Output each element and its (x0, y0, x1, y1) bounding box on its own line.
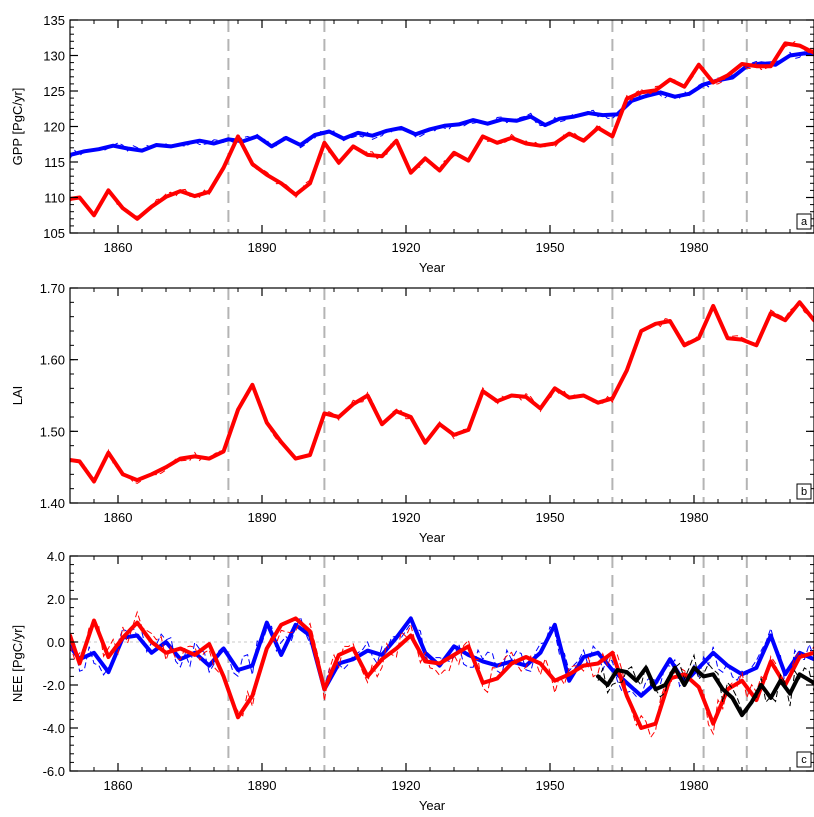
series-group (70, 40, 814, 221)
y-tick-label: 1.60 (40, 353, 65, 368)
y-tick-label: 115 (44, 155, 65, 170)
y-tick-label: 110 (44, 191, 65, 206)
y-tick-label: 1.70 (40, 281, 65, 296)
series-group (70, 300, 814, 484)
x-tick-label: 1950 (536, 778, 565, 793)
series-smoothed-line (70, 51, 814, 157)
y-tick-label: -4.0 (43, 721, 65, 736)
x-tick-label: 1890 (248, 778, 277, 793)
y-tick-label: 1.50 (40, 424, 65, 439)
panel-tag: c (801, 754, 807, 766)
y-tick-label: 130 (43, 49, 65, 64)
x-tick-label: 1950 (536, 510, 565, 525)
x-tick-label: 1860 (104, 778, 133, 793)
plot-frame (69, 287, 814, 504)
y-tick-label: 1.40 (40, 496, 65, 511)
y-tick-label: 125 (43, 84, 65, 99)
x-tick-label: 1980 (680, 510, 709, 525)
x-tick-label: 1860 (104, 240, 133, 255)
y-tick-label: 0.0 (47, 635, 65, 650)
x-tick-label: 1860 (104, 510, 133, 525)
panel-tag: a (801, 216, 808, 228)
x-tick-label: 1980 (680, 240, 709, 255)
x-axis-title: Year (419, 530, 446, 545)
y-tick-label: 4.0 (47, 549, 65, 564)
x-tick-label: 1980 (680, 778, 709, 793)
x-tick-label: 1890 (248, 240, 277, 255)
panel-tag-box (796, 483, 812, 500)
x-tick-label: 1950 (536, 240, 565, 255)
panel-tag-box (796, 751, 812, 768)
series-smoothed-line (596, 665, 814, 718)
x-axis-title: Year (419, 260, 446, 275)
x-tick-label: 1920 (392, 240, 421, 255)
panel-b: 1.40 1.50 1.60 1.70 1860 1890 1920 1950 1980 Year… (10, 281, 814, 545)
panel-tag-box (796, 213, 812, 230)
y-axis-title: NEE [PgC/yr] (10, 625, 25, 702)
y-axis-title: LAI (10, 386, 25, 406)
y-tick-label: -2.0 (43, 678, 65, 693)
y-tick-label: 2.0 (47, 592, 65, 607)
series-smoothed-line (70, 300, 814, 484)
x-tick-label: 1920 (392, 510, 421, 525)
y-axis-title: GPP [PgC/yr] (10, 88, 25, 166)
x-tick-label: 1920 (392, 778, 421, 793)
x-axis-title: Year (419, 798, 446, 813)
panel-a: 105 110 115 120 125 130 135 1860 1890 1920 1950 198… (10, 13, 814, 275)
series-smoothed-line (70, 41, 814, 221)
y-tick-label: 120 (43, 120, 65, 135)
panel-c: -6.0 -4.0 -2.0 0.0 2.0 4.0 1860 1890 1920 1950 198… (10, 549, 814, 813)
plot-frame (69, 555, 814, 772)
y-tick-label: -6.0 (43, 764, 65, 779)
series-group (70, 610, 814, 739)
y-tick-label: 105 (43, 226, 65, 241)
panel-tag: b (801, 486, 807, 498)
y-tick-label: 135 (43, 13, 65, 28)
x-tick-label: 1890 (248, 510, 277, 525)
